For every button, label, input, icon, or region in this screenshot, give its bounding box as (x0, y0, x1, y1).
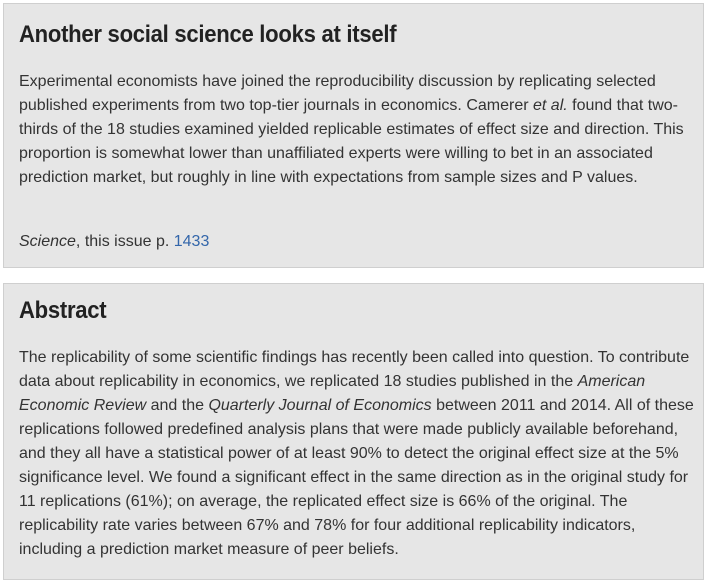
abstract-text: The replicability of some scientific fin… (19, 346, 695, 562)
summary-text-part-1: Experimental economists have joined the … (19, 73, 656, 114)
citation-text: , this issue p. (75, 233, 174, 250)
abstract-text-part-3: between 2011 and 2014. All of these repl… (19, 397, 694, 558)
abstract-text-part-2: and the (146, 397, 209, 414)
summary-et-al: et al. (533, 97, 568, 114)
journal-qje: Quarterly Journal of Economics (208, 397, 432, 414)
citation-line: Science, this issue p. 1433 (19, 230, 695, 254)
abstract-heading: Abstract (19, 297, 107, 324)
summary-text-part-2: found that two-thirds of the 18 studies … (19, 97, 684, 186)
summary-box: Another social science looks at itself E… (3, 3, 704, 268)
abstract-text-part-1: The replicability of some scientific fin… (19, 349, 690, 390)
citation-journal: Science (19, 233, 76, 250)
abstract-box: Abstract The replicability of some scien… (3, 283, 704, 580)
summary-heading: Another social science looks at itself (19, 21, 397, 48)
journal-aer: American Economic Review (19, 373, 646, 414)
citation-page-link[interactable]: 1433 (173, 233, 210, 250)
summary-text: Experimental economists have joined the … (19, 70, 695, 190)
